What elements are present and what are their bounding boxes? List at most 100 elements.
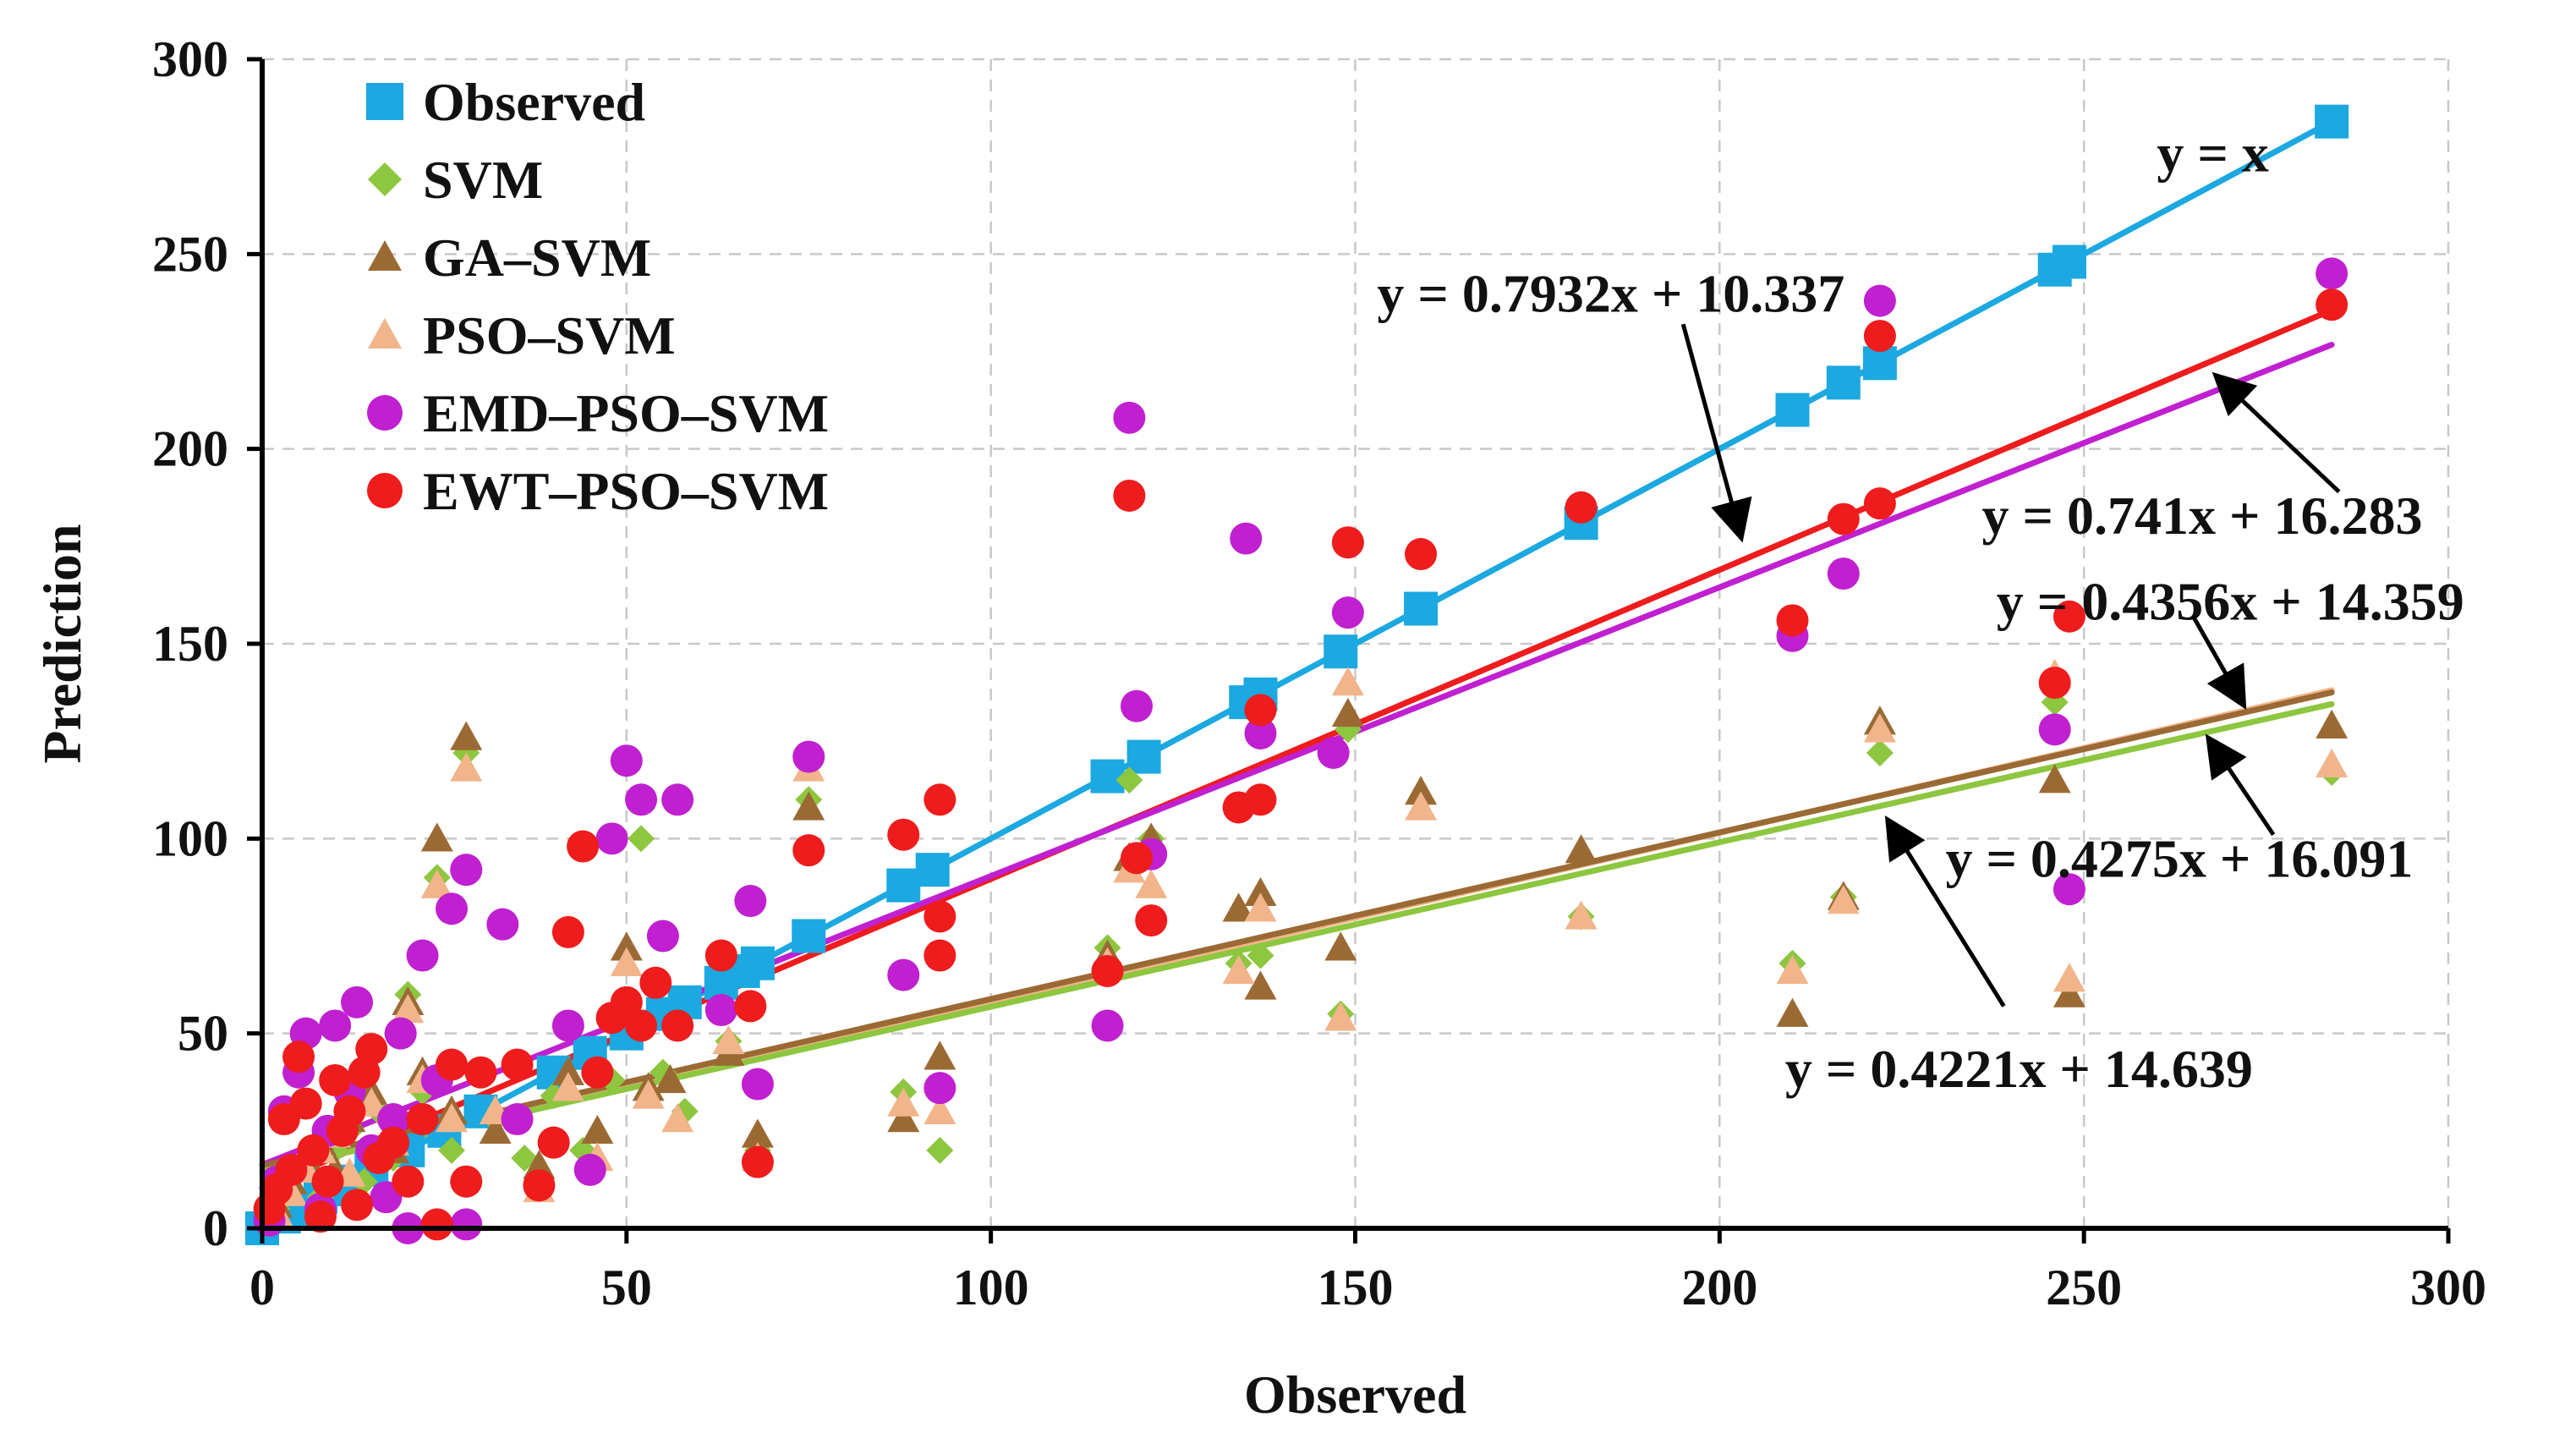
point-s4-44 xyxy=(1827,557,1860,590)
point-s0-32 xyxy=(2052,244,2086,279)
point-s5-40 xyxy=(924,939,956,972)
point-s3-10 xyxy=(420,869,453,898)
point-s2-15 xyxy=(551,1056,584,1085)
point-s4-26 xyxy=(625,783,658,816)
point-s5-34 xyxy=(704,939,737,972)
equation-label-1: y = 0.7932x + 10.337 xyxy=(1377,263,1844,323)
legend-label-5: EWT–PSO–SVM xyxy=(423,461,829,521)
point-s5-49 xyxy=(1331,526,1364,559)
x-tick-label: 150 xyxy=(1318,1260,1394,1315)
equation-label-2: y = 0.741x + 16.283 xyxy=(1982,486,2423,546)
point-s3-35 xyxy=(1827,885,1860,914)
equation-arrow-1 xyxy=(1680,323,1752,543)
point-s3-23 xyxy=(887,1087,920,1117)
point-s4-33 xyxy=(887,958,920,991)
point-s4-31 xyxy=(741,1068,774,1101)
point-s5-14 xyxy=(355,1033,388,1066)
legend-marker-2 xyxy=(368,240,402,271)
equation-arrow-5 xyxy=(1884,815,2006,1008)
legend-marker-3 xyxy=(368,318,402,349)
x-tick-label: 250 xyxy=(2046,1260,2122,1315)
point-s5-37 xyxy=(792,834,825,867)
point-s3-32 xyxy=(1405,791,1438,821)
point-s4-47 xyxy=(2053,873,2085,906)
y-tick-label: 250 xyxy=(152,226,228,282)
point-s4-32 xyxy=(792,740,825,773)
point-s0-18 xyxy=(792,919,826,953)
equation-label-5: y = 0.4221x + 14.639 xyxy=(1785,1039,2253,1099)
point-s5-21 xyxy=(450,1165,483,1198)
point-s3-38 xyxy=(2053,963,2085,992)
point-s2-10 xyxy=(420,822,453,852)
point-s5-19 xyxy=(420,1208,453,1241)
point-s2-32 xyxy=(1331,697,1364,728)
point-s4-46 xyxy=(2038,713,2071,746)
data-points xyxy=(245,104,2349,1245)
legend-label-3: PSO–SVM xyxy=(423,305,676,365)
point-s5-53 xyxy=(1827,502,1860,535)
point-s0-28 xyxy=(1775,393,1810,427)
x-tick-label: 0 xyxy=(249,1260,275,1315)
point-s5-33 xyxy=(661,1009,694,1042)
y-tick-label: 300 xyxy=(152,31,228,87)
point-s5-31 xyxy=(625,1009,658,1042)
point-s4-13 xyxy=(384,1017,417,1050)
point-s2-22 xyxy=(792,791,825,821)
point-s2-23 xyxy=(887,1103,920,1133)
point-s2-39 xyxy=(2053,978,2085,1008)
point-s2-29 xyxy=(1244,970,1277,1000)
point-s3-30 xyxy=(1324,1002,1357,1031)
point-s3-18 xyxy=(632,1079,665,1109)
point-s3-11 xyxy=(436,1103,469,1133)
axes: 0 50 100 150 200 250 300 0 50 100 150 200 250 300 xyxy=(152,31,2486,1315)
point-s4-18 xyxy=(450,854,483,887)
point-s4-30 xyxy=(734,885,767,918)
y-tick-label: 200 xyxy=(152,421,228,477)
y-tick-label: 0 xyxy=(203,1200,228,1256)
point-s1-19 xyxy=(628,825,655,853)
legend-label-0: Observed xyxy=(423,72,645,132)
point-s3-8 xyxy=(392,994,425,1024)
point-s5-39 xyxy=(924,900,956,933)
point-s0-21 xyxy=(1090,759,1125,793)
point-s2-38 xyxy=(2038,764,2071,793)
point-s5-7 xyxy=(304,1200,337,1233)
point-s5-41 xyxy=(924,783,956,816)
point-s4-48 xyxy=(2316,257,2349,290)
point-s5-42 xyxy=(1091,954,1124,987)
point-s5-50 xyxy=(1405,538,1438,571)
point-s5-3 xyxy=(275,1153,308,1186)
point-s5-11 xyxy=(333,1095,366,1128)
point-s2-28 xyxy=(1222,892,1255,922)
point-s1-12 xyxy=(438,1136,466,1164)
legend-marker-0 xyxy=(366,83,403,120)
point-s5-5 xyxy=(289,1087,322,1120)
equation-label-3: y = 0.4356x + 14.359 xyxy=(1997,571,2464,631)
point-s5-6 xyxy=(297,1134,330,1167)
point-s4-34 xyxy=(924,1072,956,1105)
point-s5-8 xyxy=(311,1165,344,1198)
point-s5-22 xyxy=(464,1056,497,1089)
point-s5-51 xyxy=(1565,491,1598,524)
point-s4-21 xyxy=(501,1103,534,1136)
point-s5-28 xyxy=(581,1056,614,1089)
legend-marker-1 xyxy=(368,162,402,196)
point-s5-26 xyxy=(551,915,584,948)
point-s4-23 xyxy=(573,1153,606,1186)
point-s5-58 xyxy=(2316,288,2349,321)
point-s5-9 xyxy=(319,1063,352,1096)
point-s0-19 xyxy=(886,868,921,903)
equation-arrow-3 xyxy=(2191,615,2247,711)
x-axis-title: Observed xyxy=(1244,1364,1466,1425)
point-s4-41 xyxy=(1317,736,1350,769)
point-s0-33 xyxy=(2315,104,2349,139)
x-tick-label: 100 xyxy=(953,1260,1029,1315)
point-s2-12 xyxy=(450,721,483,750)
point-s0-26 xyxy=(1404,591,1439,626)
fit-line-5 xyxy=(259,700,2335,1175)
point-s4-40 xyxy=(1244,717,1277,749)
point-s5-57 xyxy=(2053,600,2085,633)
point-s3-15 xyxy=(551,1072,584,1101)
y-tick-label: 150 xyxy=(152,616,228,672)
point-s5-35 xyxy=(734,990,767,1023)
